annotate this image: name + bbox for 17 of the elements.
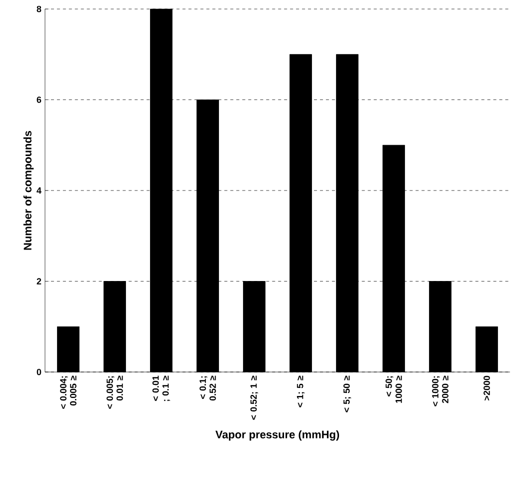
y-tick-label: 4: [36, 187, 42, 194]
x-tick-label: < 5; 50 ≥: [343, 376, 352, 412]
y-tick-label: 8: [36, 6, 42, 12]
x-tick-label: < 50; 1000 ≥: [386, 376, 402, 403]
x-tick-label: < 0.005; 0.01 ≥: [106, 376, 123, 409]
x-tick-label: < 0.004; 0.005 ≥: [60, 376, 76, 409]
x-axis-title: Vapor pressure (mmHg): [215, 430, 340, 441]
y-tick-label: 2: [36, 278, 42, 284]
y-tick-label: 0: [36, 368, 42, 376]
x-tick-label: < 0.52; 1 ≥: [250, 376, 258, 420]
y-axis-title: Number of compounds: [23, 130, 34, 250]
x-tick-label: >2000: [484, 376, 490, 400]
x-tick-label: < 1; 5 ≥: [296, 376, 305, 408]
x-tick-label: < 0.1; 0.52 ≥: [200, 376, 216, 401]
x-tick-label: < 1000; 2000 ≥: [432, 376, 448, 406]
y-tick-label: 6: [36, 96, 42, 103]
x-tick-label: < 0.01 ; 0.1 ≥: [152, 376, 170, 402]
